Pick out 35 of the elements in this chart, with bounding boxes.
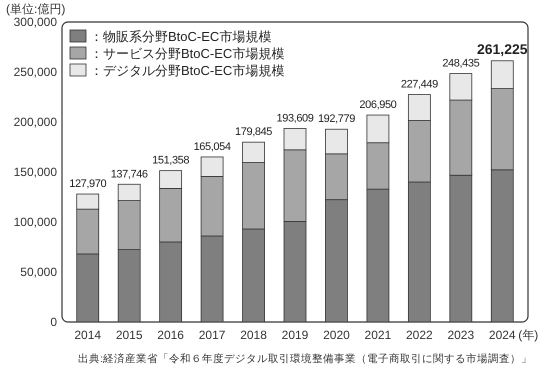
legend-label: ：物販系分野BtoC-EC市場規模 bbox=[90, 29, 272, 44]
source-note: 出典:経済産業省「令和６年度デジタル取引環境整備事業（電子商取引に関する市場調査）」 bbox=[78, 352, 532, 365]
x-axis-title: (年) bbox=[518, 328, 538, 342]
total-label: 227,449 bbox=[400, 78, 438, 91]
legend-label: ：デジタル分野BtoC-EC市場規模 bbox=[90, 63, 284, 78]
x-tick-label: 2014 bbox=[74, 328, 102, 342]
y-tick-label: 100,000 bbox=[14, 215, 58, 229]
total-label: 179,845 bbox=[235, 126, 272, 138]
total-label: 165,054 bbox=[194, 140, 231, 153]
y-tick-label: 200,000 bbox=[14, 115, 58, 129]
x-tick-label: 2017 bbox=[198, 328, 226, 342]
x-tick-label: 2020 bbox=[323, 328, 350, 342]
total-label: 192,779 bbox=[318, 113, 356, 126]
x-tick-label: 2023 bbox=[447, 328, 474, 342]
y-tick-label: 300,000 bbox=[14, 15, 58, 29]
x-tick-label: 2022 bbox=[406, 328, 434, 342]
y-tick-label: 50,000 bbox=[20, 265, 58, 279]
y-tick-label: 0 bbox=[50, 315, 58, 329]
x-tick-label: 2021 bbox=[364, 328, 392, 342]
x-tick-label: 2015 bbox=[116, 328, 143, 342]
x-tick-label: 2019 bbox=[282, 328, 309, 342]
legend-label: ：サービス分野BtoC-EC市場規模 bbox=[90, 46, 284, 61]
total-label: 193,609 bbox=[276, 112, 314, 124]
total-label: 261,225 bbox=[476, 40, 528, 57]
y-tick-label: 150,000 bbox=[14, 165, 58, 179]
y-axis-title: (単位:億円) bbox=[6, 2, 66, 16]
total-label: 137,746 bbox=[110, 168, 148, 180]
x-tick-label: 2024 bbox=[488, 328, 516, 342]
y-tick-label: 250,000 bbox=[14, 65, 58, 79]
total-label: 248,435 bbox=[442, 58, 480, 70]
x-tick-label: 2016 bbox=[157, 328, 184, 342]
total-label: 151,358 bbox=[152, 154, 190, 167]
total-label: 127,970 bbox=[69, 178, 106, 190]
total-label: 206,950 bbox=[359, 99, 397, 112]
x-tick-label: 2018 bbox=[240, 328, 268, 342]
